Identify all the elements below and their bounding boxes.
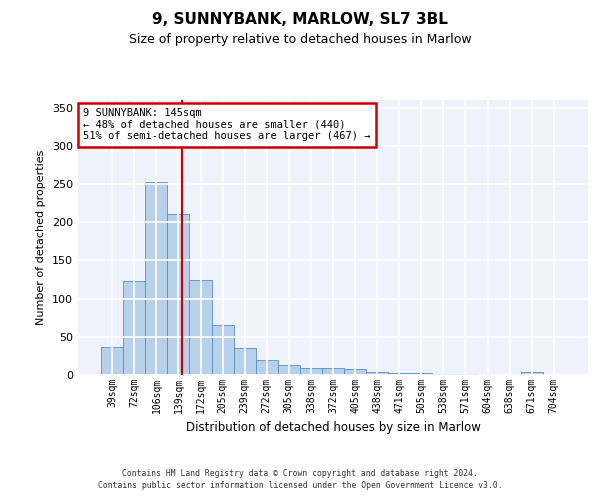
Bar [167, 214, 190, 375]
Bar [344, 369, 366, 375]
Bar [433, 374, 454, 375]
Text: Size of property relative to detached houses in Marlow: Size of property relative to detached ho… [128, 32, 472, 46]
Bar [145, 182, 167, 375]
Bar [454, 374, 476, 375]
Bar [410, 374, 433, 375]
Text: 9, SUNNYBANK, MARLOW, SL7 3BL: 9, SUNNYBANK, MARLOW, SL7 3BL [152, 12, 448, 28]
Bar [366, 372, 388, 375]
Bar [388, 372, 410, 375]
Bar [322, 368, 344, 375]
Bar [256, 360, 278, 375]
Bar [101, 346, 123, 375]
Bar [123, 281, 145, 375]
Bar [212, 326, 233, 375]
Text: 9 SUNNYBANK: 145sqm
← 48% of detached houses are smaller (440)
51% of semi-detac: 9 SUNNYBANK: 145sqm ← 48% of detached ho… [83, 108, 371, 142]
Bar [190, 280, 212, 375]
Bar [521, 372, 543, 375]
X-axis label: Distribution of detached houses by size in Marlow: Distribution of detached houses by size … [185, 422, 481, 434]
Text: Contains HM Land Registry data © Crown copyright and database right 2024.
Contai: Contains HM Land Registry data © Crown c… [98, 468, 502, 490]
Bar [300, 368, 322, 375]
Bar [278, 365, 300, 375]
Y-axis label: Number of detached properties: Number of detached properties [37, 150, 46, 325]
Bar [233, 348, 256, 375]
